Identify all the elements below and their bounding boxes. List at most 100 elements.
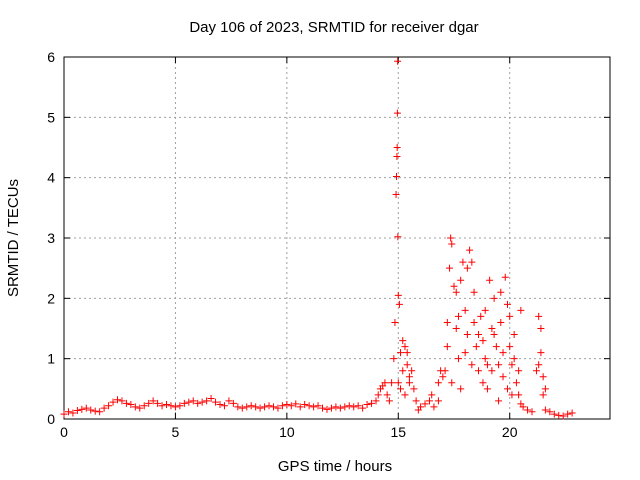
data-point: [506, 312, 514, 320]
data-point: [512, 379, 520, 387]
data-point: [345, 402, 353, 410]
data-point: [515, 367, 523, 375]
x-axis-label: GPS time / hours: [278, 458, 392, 475]
data-point: [274, 404, 282, 412]
data-point: [216, 401, 224, 409]
data-point: [508, 391, 516, 399]
data-point: [434, 397, 442, 405]
data-point: [463, 264, 471, 272]
data-point: [488, 367, 496, 375]
data-point: [256, 404, 264, 412]
data-point: [410, 385, 418, 393]
data-point: [454, 355, 462, 363]
data-point: [397, 349, 405, 357]
data-point: [385, 397, 393, 405]
data-point: [401, 391, 409, 399]
data-point: [327, 404, 335, 412]
data-point: [145, 399, 153, 407]
data-point: [539, 391, 547, 399]
data-point: [203, 397, 211, 405]
data-point: [535, 361, 543, 369]
data-point: [403, 361, 411, 369]
data-point: [314, 402, 322, 410]
data-point: [497, 288, 505, 296]
data-point: [296, 403, 304, 411]
data-point: [417, 403, 425, 411]
data-point: [461, 349, 469, 357]
y-tick-label: 6: [47, 49, 55, 65]
data-point: [363, 401, 371, 409]
data-point: [405, 379, 413, 387]
data-point: [457, 276, 465, 284]
data-point: [452, 325, 460, 332]
data-point: [368, 399, 376, 407]
data-point: [483, 385, 491, 393]
data-point: [468, 258, 476, 266]
data-point: [468, 361, 476, 369]
data-point: [510, 355, 518, 363]
data-point: [528, 408, 536, 416]
data-point: [261, 403, 269, 411]
data-point: [439, 373, 447, 381]
data-point: [399, 367, 407, 375]
data-point: [477, 312, 485, 320]
data-point: [359, 404, 367, 412]
data-point: [443, 318, 451, 326]
data-point: [73, 407, 81, 415]
data-point: [503, 300, 511, 308]
data-point: [265, 402, 273, 410]
data-point: [537, 325, 545, 332]
data-point: [399, 337, 407, 345]
data-layer: [60, 57, 576, 420]
data-point: [247, 402, 255, 410]
data-point: [479, 337, 487, 345]
data-point: [122, 399, 130, 407]
data-point: [392, 191, 400, 199]
y-tick-label: 2: [47, 290, 55, 306]
data-point: [397, 385, 405, 393]
y-tick-label: 1: [47, 351, 55, 367]
data-point: [481, 306, 489, 314]
data-point: [388, 379, 396, 387]
data-point: [225, 397, 233, 405]
data-point: [220, 402, 228, 410]
data-point: [466, 246, 474, 254]
data-point: [323, 405, 331, 413]
data-point: [428, 391, 436, 399]
data-point: [243, 403, 251, 411]
data-point: [459, 258, 467, 266]
data-point: [541, 385, 549, 393]
data-point: [470, 288, 478, 296]
data-point: [374, 391, 382, 399]
data-point: [454, 312, 462, 320]
data-point: [60, 410, 68, 418]
data-point: [495, 397, 503, 405]
tick-layer: 0 5 10 15 20 0 1 2 3 4 5 6: [47, 49, 610, 440]
data-point: [443, 343, 451, 351]
data-point: [490, 331, 498, 339]
data-point: [167, 402, 175, 410]
data-point: [283, 401, 291, 409]
y-tick-label: 0: [47, 411, 55, 427]
grid-layer: [64, 57, 610, 419]
data-point: [180, 399, 188, 407]
x-tick-label: 0: [60, 424, 68, 440]
data-point: [234, 403, 242, 411]
data-point: [472, 343, 480, 351]
data-point: [501, 273, 509, 281]
data-point: [310, 403, 318, 411]
x-tick-label: 5: [172, 424, 180, 440]
data-point: [495, 361, 503, 369]
data-point: [463, 331, 471, 339]
data-point: [394, 57, 402, 65]
data-point: [301, 401, 309, 409]
data-point: [519, 403, 527, 411]
data-point: [461, 306, 469, 314]
data-point: [546, 408, 554, 416]
data-point: [140, 402, 148, 410]
data-point: [475, 367, 483, 375]
data-point: [336, 404, 344, 412]
data-point: [503, 385, 511, 393]
data-point: [198, 398, 206, 406]
